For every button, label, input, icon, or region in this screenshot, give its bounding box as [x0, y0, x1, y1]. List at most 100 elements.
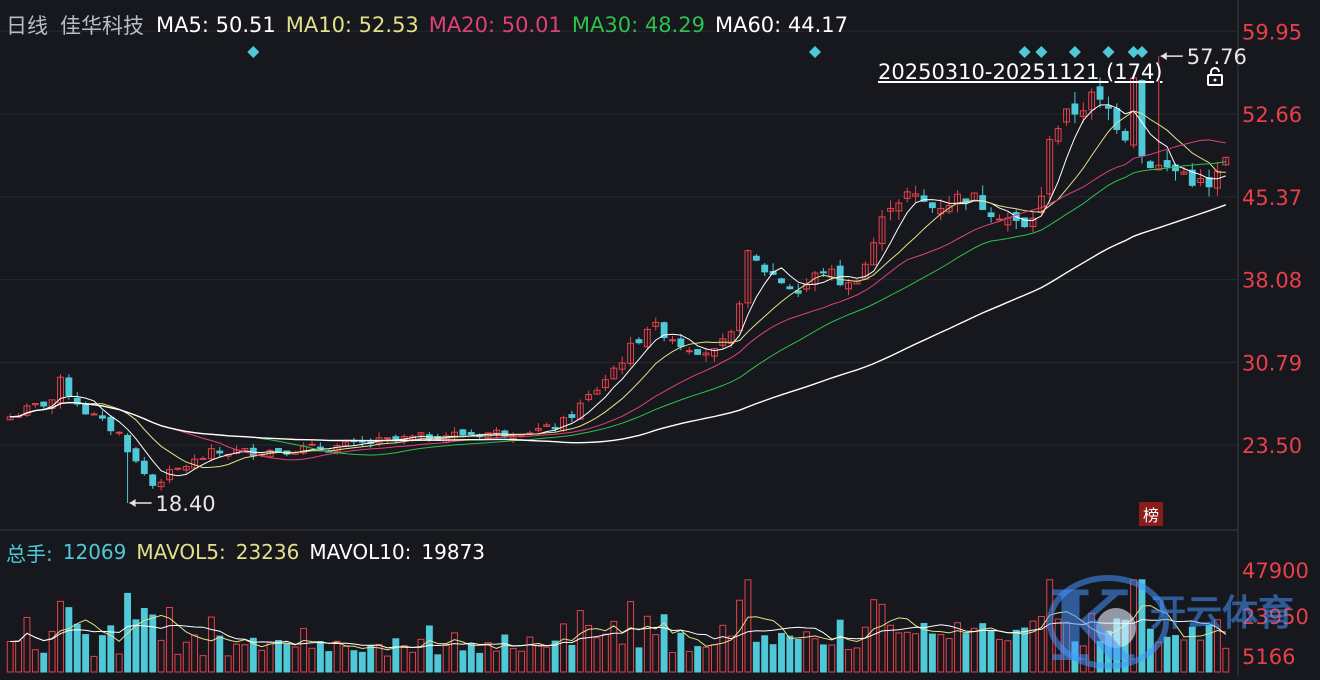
volume-bar — [275, 640, 282, 673]
candle — [107, 414, 115, 435]
volume-bar — [1079, 645, 1087, 673]
volume-bar — [216, 635, 224, 673]
candle-body — [677, 338, 685, 348]
candle — [643, 326, 651, 350]
candle — [1096, 77, 1104, 108]
price-tick-label: 52.66 — [1242, 103, 1302, 127]
volume-bar — [266, 641, 274, 673]
volume-bar — [828, 644, 836, 673]
candle — [1222, 156, 1230, 166]
candle-body — [568, 414, 576, 418]
candle-body — [601, 379, 609, 389]
volume-bar — [752, 641, 760, 673]
volume-bar — [1121, 619, 1129, 673]
candle-body — [1113, 108, 1121, 131]
candle — [811, 270, 819, 292]
candle-body — [1096, 86, 1104, 100]
volume-bar — [166, 606, 173, 673]
volume-bar — [384, 655, 391, 673]
candle — [836, 259, 844, 287]
candle — [40, 401, 48, 410]
candle — [451, 427, 458, 441]
volume-value: 12069 — [62, 540, 127, 564]
volume-bar — [199, 655, 207, 673]
volume-bar — [57, 600, 64, 673]
candle — [392, 434, 400, 444]
candle-body — [551, 426, 559, 430]
volume-bar — [534, 644, 542, 673]
candle — [1079, 102, 1087, 124]
candle-body — [710, 347, 718, 357]
annotation-label: 57.76 — [1187, 45, 1247, 69]
period-label[interactable]: 日线 — [6, 14, 48, 38]
volume-bar — [769, 644, 777, 673]
event-marker — [1068, 46, 1081, 58]
candle — [987, 207, 995, 223]
volume-bar — [794, 638, 802, 673]
annotation-arrowhead — [1160, 52, 1167, 61]
volume-bar — [249, 637, 257, 673]
volume-bar — [31, 649, 39, 673]
candle-body — [73, 397, 81, 405]
candle-body — [1121, 131, 1129, 141]
candle — [1004, 212, 1012, 232]
mavol5-value: 23236 — [235, 540, 300, 564]
rank-badge[interactable]: 榜 — [1139, 502, 1163, 526]
range-label[interactable]: 20250310-20251121 (174) — [878, 60, 1163, 84]
candle — [1146, 160, 1154, 169]
candle — [1205, 169, 1213, 197]
candle — [1063, 108, 1070, 126]
candle-body — [107, 416, 115, 432]
candle-body — [1088, 91, 1096, 111]
candle-body — [585, 394, 593, 401]
volume-bar — [593, 637, 601, 673]
candle-body — [996, 218, 1003, 221]
candle — [895, 199, 903, 221]
lock-icon[interactable] — [1205, 66, 1225, 86]
candle-body — [1029, 217, 1037, 228]
volume-bar — [400, 645, 408, 673]
volume-bar — [425, 625, 433, 673]
volume-bar — [903, 631, 911, 673]
candle — [685, 347, 693, 355]
volume-bar — [702, 646, 710, 673]
volume-bar — [694, 646, 702, 673]
candle — [912, 185, 920, 203]
candle-body — [1079, 110, 1087, 117]
volume-bar — [1113, 618, 1121, 673]
volume-bar — [82, 634, 90, 673]
candle-body — [1063, 108, 1070, 123]
candle — [31, 403, 39, 408]
volume-bar — [1146, 628, 1154, 673]
candle-body — [660, 322, 668, 339]
candle — [73, 392, 81, 407]
candle-body — [140, 460, 148, 475]
candle — [744, 249, 752, 309]
volume-bar — [727, 635, 735, 673]
candle — [534, 423, 542, 433]
candle — [459, 428, 467, 438]
candle-body — [1180, 171, 1188, 175]
candle — [769, 263, 777, 276]
candle — [316, 442, 324, 450]
candle — [174, 467, 182, 471]
candle — [937, 198, 945, 221]
volume-bar — [417, 638, 425, 673]
candle-body — [1222, 156, 1230, 166]
candle-body — [115, 431, 123, 434]
candle — [593, 386, 601, 395]
volume-bar — [652, 634, 660, 673]
volume-tick-label: 23950 — [1242, 605, 1309, 629]
candle — [300, 442, 308, 455]
volume-bar — [1205, 625, 1213, 673]
candle-body — [652, 321, 660, 327]
volume-bar — [1054, 618, 1062, 673]
candle-body — [534, 428, 542, 431]
candle-body — [199, 457, 207, 460]
candle-body — [912, 193, 920, 197]
event-marker — [1018, 46, 1031, 58]
candle — [140, 457, 148, 476]
candle — [962, 198, 970, 211]
volume-bar — [920, 622, 928, 673]
